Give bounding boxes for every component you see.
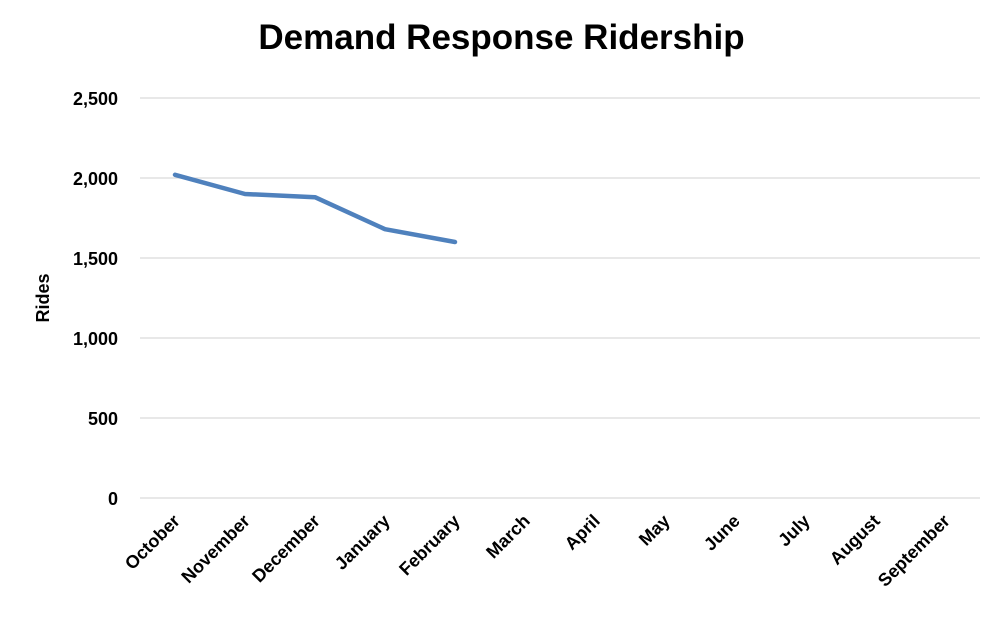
x-tick-label: September	[874, 511, 954, 591]
x-tick-label: April	[561, 511, 604, 554]
series-line	[172, 172, 458, 245]
y-tick-label: 1,500	[73, 249, 118, 269]
y-tick-label: 0	[108, 489, 118, 509]
x-tick-label: February	[395, 511, 464, 580]
x-tick-label: December	[248, 511, 324, 587]
y-axis-label: Rides	[33, 273, 53, 322]
x-tick-label: January	[331, 511, 394, 574]
chart-title: Demand Response Ridership	[258, 18, 745, 57]
y-tick-label: 500	[88, 409, 118, 429]
y-tick-label: 2,500	[73, 89, 118, 109]
y-tick-label: 2,000	[73, 169, 118, 189]
x-tick-label: July	[774, 511, 814, 551]
x-tick-label: November	[177, 511, 253, 587]
x-tick-label: June	[700, 511, 744, 555]
x-tick-label: October	[121, 511, 184, 574]
x-tick-label: August	[826, 511, 884, 569]
x-tick-label: March	[482, 511, 534, 563]
x-tick-label: May	[635, 511, 674, 550]
y-tick-label: 1,000	[73, 329, 118, 349]
